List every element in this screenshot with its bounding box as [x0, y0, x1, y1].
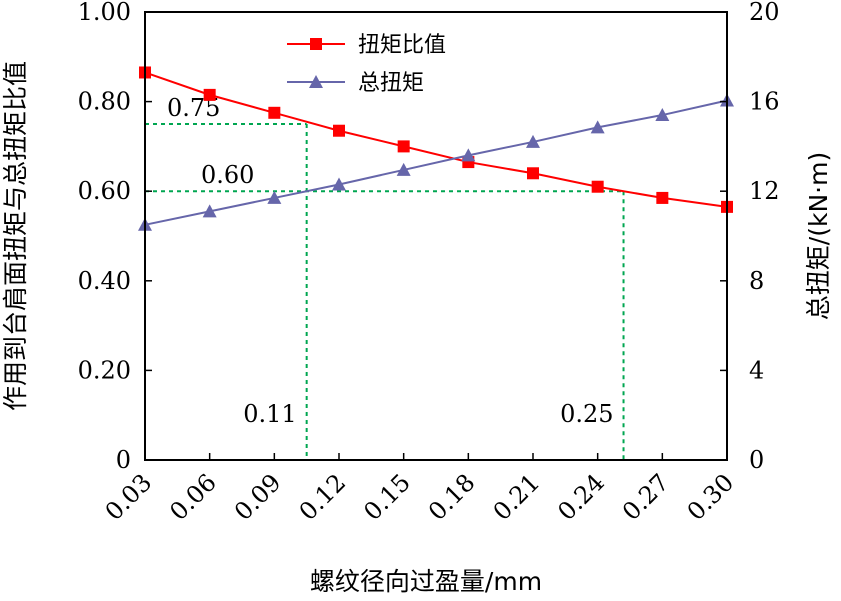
series-line-1 — [144, 71, 728, 208]
legend-label: 扭矩比值 — [358, 33, 446, 58]
data-point-square — [333, 124, 345, 137]
data-point-square — [203, 88, 216, 101]
axis-ticks: 0.03 0.06 0.09 0.12 0.15 0.18 0.21 0.24 0.27 0.30… — [78, 0, 780, 526]
data-point-triangle — [590, 120, 605, 134]
y-right-tick-label: 0 — [749, 446, 764, 474]
reference-lines: 0.750.600.11 0.25 — [145, 94, 625, 460]
x-tick-label: 0.24 — [552, 468, 610, 526]
x-tick-label: 0.09 — [229, 468, 287, 526]
data-point-square — [527, 167, 539, 180]
legend-label: 总扭矩 — [358, 71, 424, 96]
x-tick-label: 0.06 — [164, 468, 222, 526]
x-tick-label: 0.12 — [294, 468, 352, 526]
plot-area — [144, 11, 728, 461]
data-point-triangle — [202, 204, 217, 218]
y-right-tick-label: 20 — [749, 0, 780, 26]
y-right-tick-label: 4 — [749, 356, 764, 384]
y-right-tick-label: 8 — [749, 267, 764, 295]
reference-label: 0.25 — [560, 400, 613, 428]
x-tick-label: 0.18 — [423, 468, 481, 526]
reference-label: 0.60 — [201, 161, 254, 189]
y-left-tick-label: 0.60 — [78, 177, 131, 205]
x-tick-label: 0.21 — [488, 468, 546, 526]
x-tick-label: 0.30 — [682, 468, 740, 526]
legend-marker-square — [310, 38, 322, 50]
data-point-triangle — [267, 190, 282, 204]
data-point-triangle — [396, 162, 411, 176]
series-line-2 — [144, 99, 728, 226]
x-tick-label: 0.03 — [100, 468, 158, 526]
data-point-square — [591, 180, 604, 193]
data-point-triangle — [526, 134, 540, 148]
y-left-tick-label: 0.40 — [78, 267, 131, 295]
y-right-tick-label: 16 — [749, 88, 780, 116]
reference-label: 0.11 — [243, 400, 296, 428]
y-left-tick-label: 0.20 — [78, 356, 131, 384]
data-point-square — [656, 191, 669, 204]
legend-marker-triangle — [309, 75, 323, 88]
y-axis-left-title: 作用到台肩面扭矩与总扭矩比值 — [1, 61, 30, 411]
x-tick-label: 0.27 — [617, 468, 675, 526]
y-axis-right-title: 总扭矩/(kN·m) — [804, 152, 833, 320]
y-left-tick-label: 0 — [116, 446, 131, 474]
data-point-square — [268, 106, 281, 119]
x-axis-title: 螺纹径向过盈量/mm — [310, 567, 542, 596]
data-point-triangle — [655, 108, 670, 122]
series-layer — [138, 66, 734, 231]
y-right-tick-label: 12 — [749, 177, 780, 205]
y-left-tick-label: 0.80 — [78, 88, 131, 116]
data-point-triangle — [332, 177, 346, 191]
data-point-square — [397, 140, 410, 153]
y-left-tick-label: 1.00 — [78, 0, 131, 26]
x-tick-label: 0.15 — [358, 468, 416, 526]
data-point-triangle — [461, 148, 476, 162]
